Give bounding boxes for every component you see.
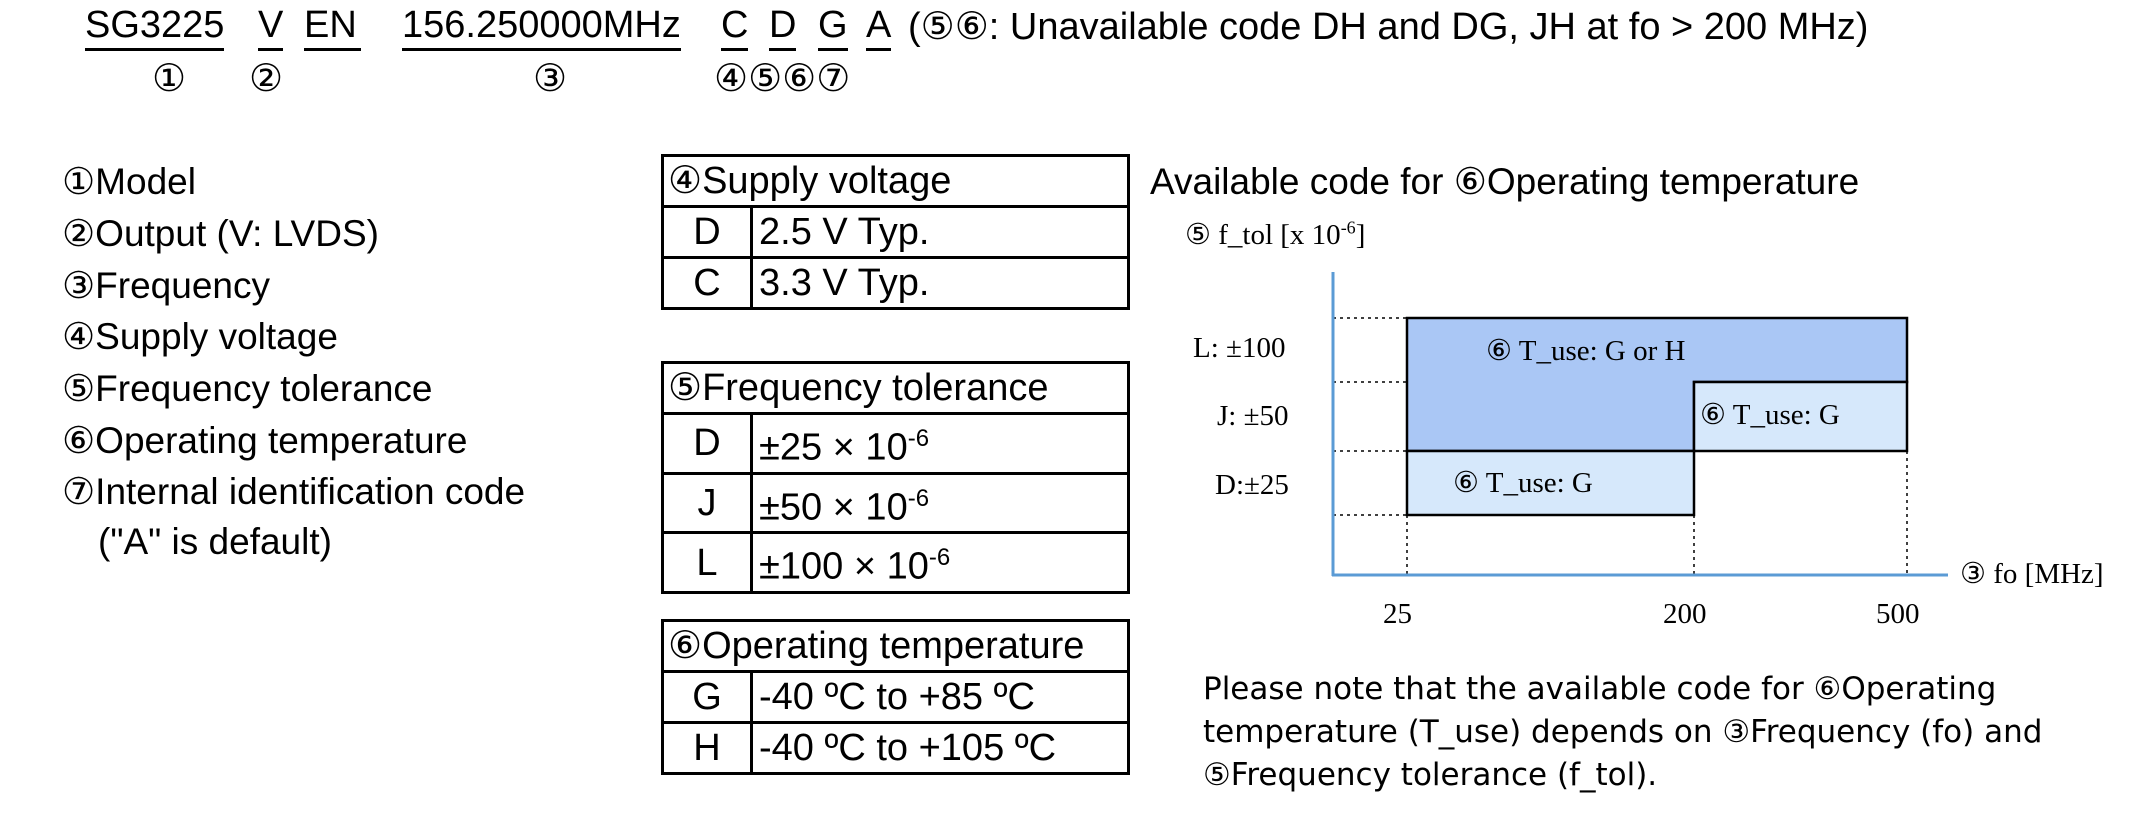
- marker-frequency: ③: [533, 58, 568, 100]
- operating-temperature-table: ⑥Operating temperature G -40 ºC to +85 º…: [661, 619, 1130, 775]
- region-g-high-frequency: [1692, 380, 1909, 453]
- x-tick-label: 500: [1876, 598, 1920, 630]
- legend-item: ⑤Frequency tolerance: [62, 368, 433, 409]
- pn-note: (⑤⑥: Unavailable code DH and DG, JH at f…: [908, 6, 1869, 48]
- value-base: ±25 × 10: [759, 426, 908, 469]
- code-cell: D: [661, 205, 753, 259]
- y-axis-label-close: ]: [1355, 219, 1366, 251]
- legend-item: ⑦Internal identification code: [62, 471, 526, 512]
- pn-suffix: EN: [304, 4, 361, 51]
- legend-item: ("A" is default): [98, 521, 332, 562]
- x-tick-label: 200: [1663, 598, 1707, 630]
- y-tick-label: D:±25: [1215, 469, 1289, 501]
- legend-item: ②Output (V: LVDS): [62, 213, 379, 254]
- value-exponent: -6: [928, 544, 951, 572]
- pn-frequency: 156.250000MHz: [402, 4, 681, 51]
- region-label: ⑥ T_use: G or H: [1486, 335, 1686, 367]
- region-label: ⑥ T_use: G: [1700, 399, 1840, 431]
- value-cell: ±50 × 10-6: [750, 471, 1130, 535]
- value-exponent: -6: [907, 484, 930, 512]
- code-cell: G: [661, 670, 753, 724]
- marker-model: ①: [152, 58, 187, 100]
- pn-supply: C: [721, 4, 749, 51]
- table-header: ④Supply voltage: [661, 154, 1130, 208]
- table-row: D ±25 × 10-6: [661, 412, 1130, 475]
- table-row: C 3.3 V Typ.: [661, 256, 1130, 310]
- table-row: D 2.5 V Typ.: [661, 205, 1130, 259]
- value-cell: -40 ºC to +105 ºC: [750, 721, 1130, 775]
- y-axis-label-text: ⑤ f_tol [x 10: [1185, 219, 1341, 251]
- pn-model: SG3225: [85, 4, 225, 51]
- code-cell: D: [661, 412, 753, 475]
- legend-item: ①Model: [62, 161, 196, 202]
- table-row: G -40 ºC to +85 ºC: [661, 670, 1130, 724]
- marker-codes: ④⑤⑥⑦: [714, 58, 851, 100]
- pn-internal-code: A: [866, 4, 892, 51]
- code-cell: H: [661, 721, 753, 775]
- table-row: L ±100 × 10-6: [661, 531, 1130, 594]
- region-g-low-tolerance: [1405, 449, 1696, 517]
- pn-tolerance: D: [769, 4, 797, 51]
- pn-output: V: [258, 4, 284, 51]
- pn-temperature: G: [818, 4, 848, 51]
- table-row: H -40 ºC to +105 ºC: [661, 721, 1130, 775]
- code-cell: J: [661, 471, 753, 535]
- x-tick-label: 25: [1383, 598, 1412, 630]
- value-cell: -40 ºC to +85 ºC: [750, 670, 1130, 724]
- y-axis-label: ⑤ f_tol [x 10-6]: [1185, 217, 1365, 252]
- table-row: J ±50 × 10-6: [661, 471, 1130, 535]
- value-cell: 3.3 V Typ.: [750, 256, 1130, 310]
- diagram-title: Available code for ⑥Operating temperatur…: [1150, 161, 1860, 202]
- marker-output: ②: [249, 58, 284, 100]
- code-cell: L: [661, 531, 753, 594]
- value-cell: 2.5 V Typ.: [750, 205, 1130, 259]
- y-axis-label-exponent: -6: [1340, 217, 1356, 238]
- supply-voltage-table: ④Supply voltage D 2.5 V Typ. C 3.3 V Typ…: [661, 154, 1130, 310]
- guide-lines: [1333, 317, 1908, 575]
- code-cell: C: [661, 256, 753, 310]
- x-axis-label: ③ fo [MHz]: [1960, 558, 2104, 590]
- table-header: ⑥Operating temperature: [661, 619, 1130, 673]
- legend-item: ③Frequency: [62, 265, 270, 306]
- legend-item: ⑥Operating temperature: [62, 420, 468, 461]
- y-tick-label: L: ±100: [1193, 332, 1286, 364]
- value-cell: ±100 × 10-6: [750, 531, 1130, 594]
- value-base: ±100 × 10: [759, 545, 929, 588]
- value-exponent: -6: [907, 425, 930, 452]
- region-label: ⑥ T_use: G: [1453, 467, 1593, 499]
- frequency-tolerance-table: ⑤Frequency tolerance D ±25 × 10-6 J ±50 …: [661, 361, 1130, 594]
- table-header: ⑤Frequency tolerance: [661, 361, 1130, 415]
- value-cell: ±25 × 10-6: [750, 412, 1130, 475]
- value-base: ±50 × 10: [759, 486, 908, 529]
- legend-item: ④Supply voltage: [62, 316, 338, 357]
- availability-note: Please note that the available code for …: [1203, 671, 2043, 793]
- y-tick-label: J: ±50: [1217, 400, 1289, 432]
